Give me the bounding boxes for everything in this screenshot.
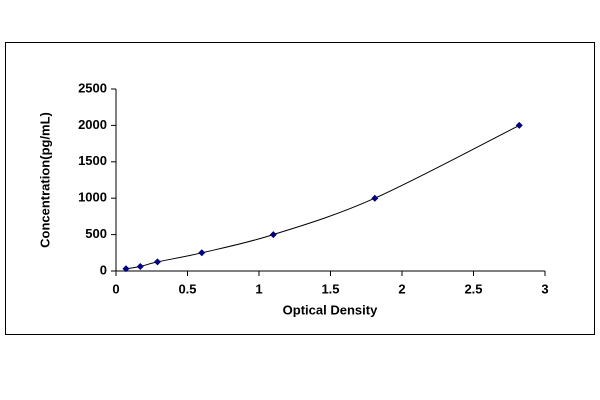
y-axis-label: Concentration(pg/mL) — [37, 112, 52, 248]
data-point — [371, 194, 379, 202]
x-tick-label: 3 — [541, 281, 548, 296]
x-axis-label: Optical Density — [283, 302, 378, 317]
data-point — [198, 249, 206, 257]
data-point — [136, 262, 144, 270]
y-tick-label: 500 — [85, 226, 107, 241]
data-point — [515, 121, 523, 129]
y-tick-label: 1500 — [78, 153, 107, 168]
x-tick-label: 1 — [255, 281, 262, 296]
x-tick-label: 2.5 — [464, 281, 482, 296]
chart-border — [5, 42, 595, 335]
x-tick-label: 0 — [112, 281, 119, 296]
data-point — [269, 231, 277, 239]
y-tick-label: 2500 — [78, 80, 107, 95]
data-point — [122, 265, 130, 273]
y-tick-label: 1000 — [78, 190, 107, 205]
x-tick-label: 2 — [398, 281, 405, 296]
y-tick-label: 2000 — [78, 117, 107, 132]
x-tick-label: 1.5 — [321, 281, 339, 296]
curve — [125, 124, 520, 270]
data-point — [153, 258, 161, 266]
y-tick-label: 0 — [100, 262, 107, 277]
x-tick-label: 0.5 — [178, 281, 196, 296]
